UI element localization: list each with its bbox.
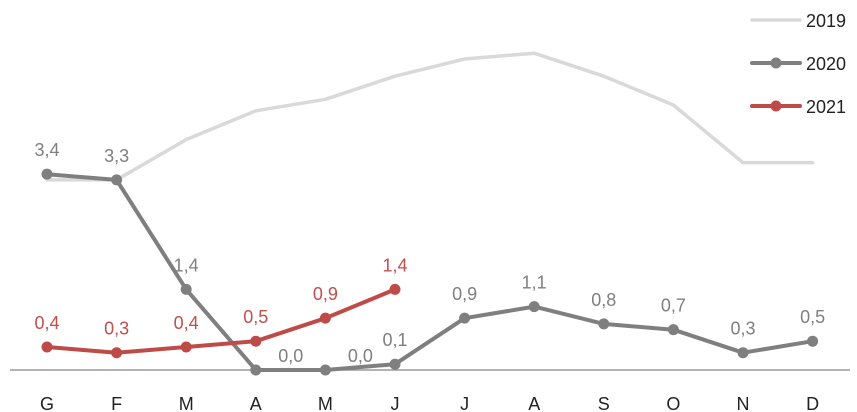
data-label-2020: 3,3	[104, 146, 129, 166]
data-point-2020	[598, 318, 610, 330]
data-point-2020	[111, 174, 123, 186]
x-tick-label: N	[737, 394, 750, 412]
series-layer	[41, 51, 819, 376]
data-point-2020	[319, 364, 331, 376]
data-label-2020: 1,1	[522, 273, 547, 293]
data-label-2021: 0,4	[34, 313, 59, 333]
data-point-2021	[111, 347, 123, 359]
data-point-2021	[180, 341, 192, 353]
x-tick-label: D	[806, 394, 819, 412]
data-label-2020: 0,5	[800, 307, 825, 327]
legend-label-2021: 2021	[806, 97, 846, 117]
data-label-2021: 1,4	[382, 255, 407, 275]
data-label-2020: 0,1	[382, 330, 407, 350]
x-tick-label: A	[528, 394, 540, 412]
data-label-2020: 0,0	[278, 346, 303, 366]
x-tick-label: J	[460, 394, 469, 412]
series-line-2020	[45, 172, 815, 372]
data-point-2020	[180, 283, 192, 295]
data-point-2020	[528, 301, 540, 313]
data-label-2020: 0,3	[730, 319, 755, 339]
data-label-2020: 0,9	[452, 284, 477, 304]
legend: 2019 2020 2021	[750, 11, 846, 117]
series-line-2019	[45, 51, 815, 182]
data-label-2020: 0,8	[591, 290, 616, 310]
legend-marker-2020	[770, 57, 782, 69]
data-point-2021	[41, 341, 53, 353]
data-point-2020	[250, 364, 262, 376]
data-point-2020	[459, 312, 471, 324]
legend-marker-2021	[770, 100, 782, 112]
legend-label-2019: 2019	[806, 11, 846, 31]
data-point-2021	[250, 335, 262, 347]
data-label-2021: 0,3	[104, 319, 129, 339]
series-line-2021	[45, 287, 397, 355]
data-labels-layer: 3,4 3,3 1,4 0,0 0,0 0,1 0,9 1,1 0,8 0,7 0,3 0,5 0,4 0…	[34, 140, 825, 366]
data-label-2021: 0,4	[174, 313, 199, 333]
data-point-2021	[319, 312, 331, 324]
data-point-2020	[667, 324, 679, 336]
data-label-2021: 0,5	[243, 307, 268, 327]
x-tick-label: M	[318, 394, 333, 412]
x-tick-label: F	[111, 394, 122, 412]
x-tick-label: G	[40, 394, 54, 412]
x-tick-label: J	[391, 394, 400, 412]
data-point-2020	[807, 335, 819, 347]
data-point-2021	[389, 283, 401, 295]
data-point-2020	[389, 358, 401, 370]
data-label-2020: 0,0	[348, 346, 373, 366]
x-tick-label: O	[666, 394, 680, 412]
data-label-2020: 0,7	[661, 296, 686, 316]
x-tick-label: S	[598, 394, 610, 412]
data-label-2020: 1,4	[174, 255, 199, 275]
x-tick-label: A	[250, 394, 262, 412]
legend-label-2020: 2020	[806, 54, 846, 74]
data-point-2020	[41, 168, 53, 180]
data-label-2020: 3,4	[34, 140, 59, 160]
x-tick-label: M	[179, 394, 194, 412]
data-label-2021: 0,9	[313, 284, 338, 304]
data-point-2020	[737, 347, 749, 359]
